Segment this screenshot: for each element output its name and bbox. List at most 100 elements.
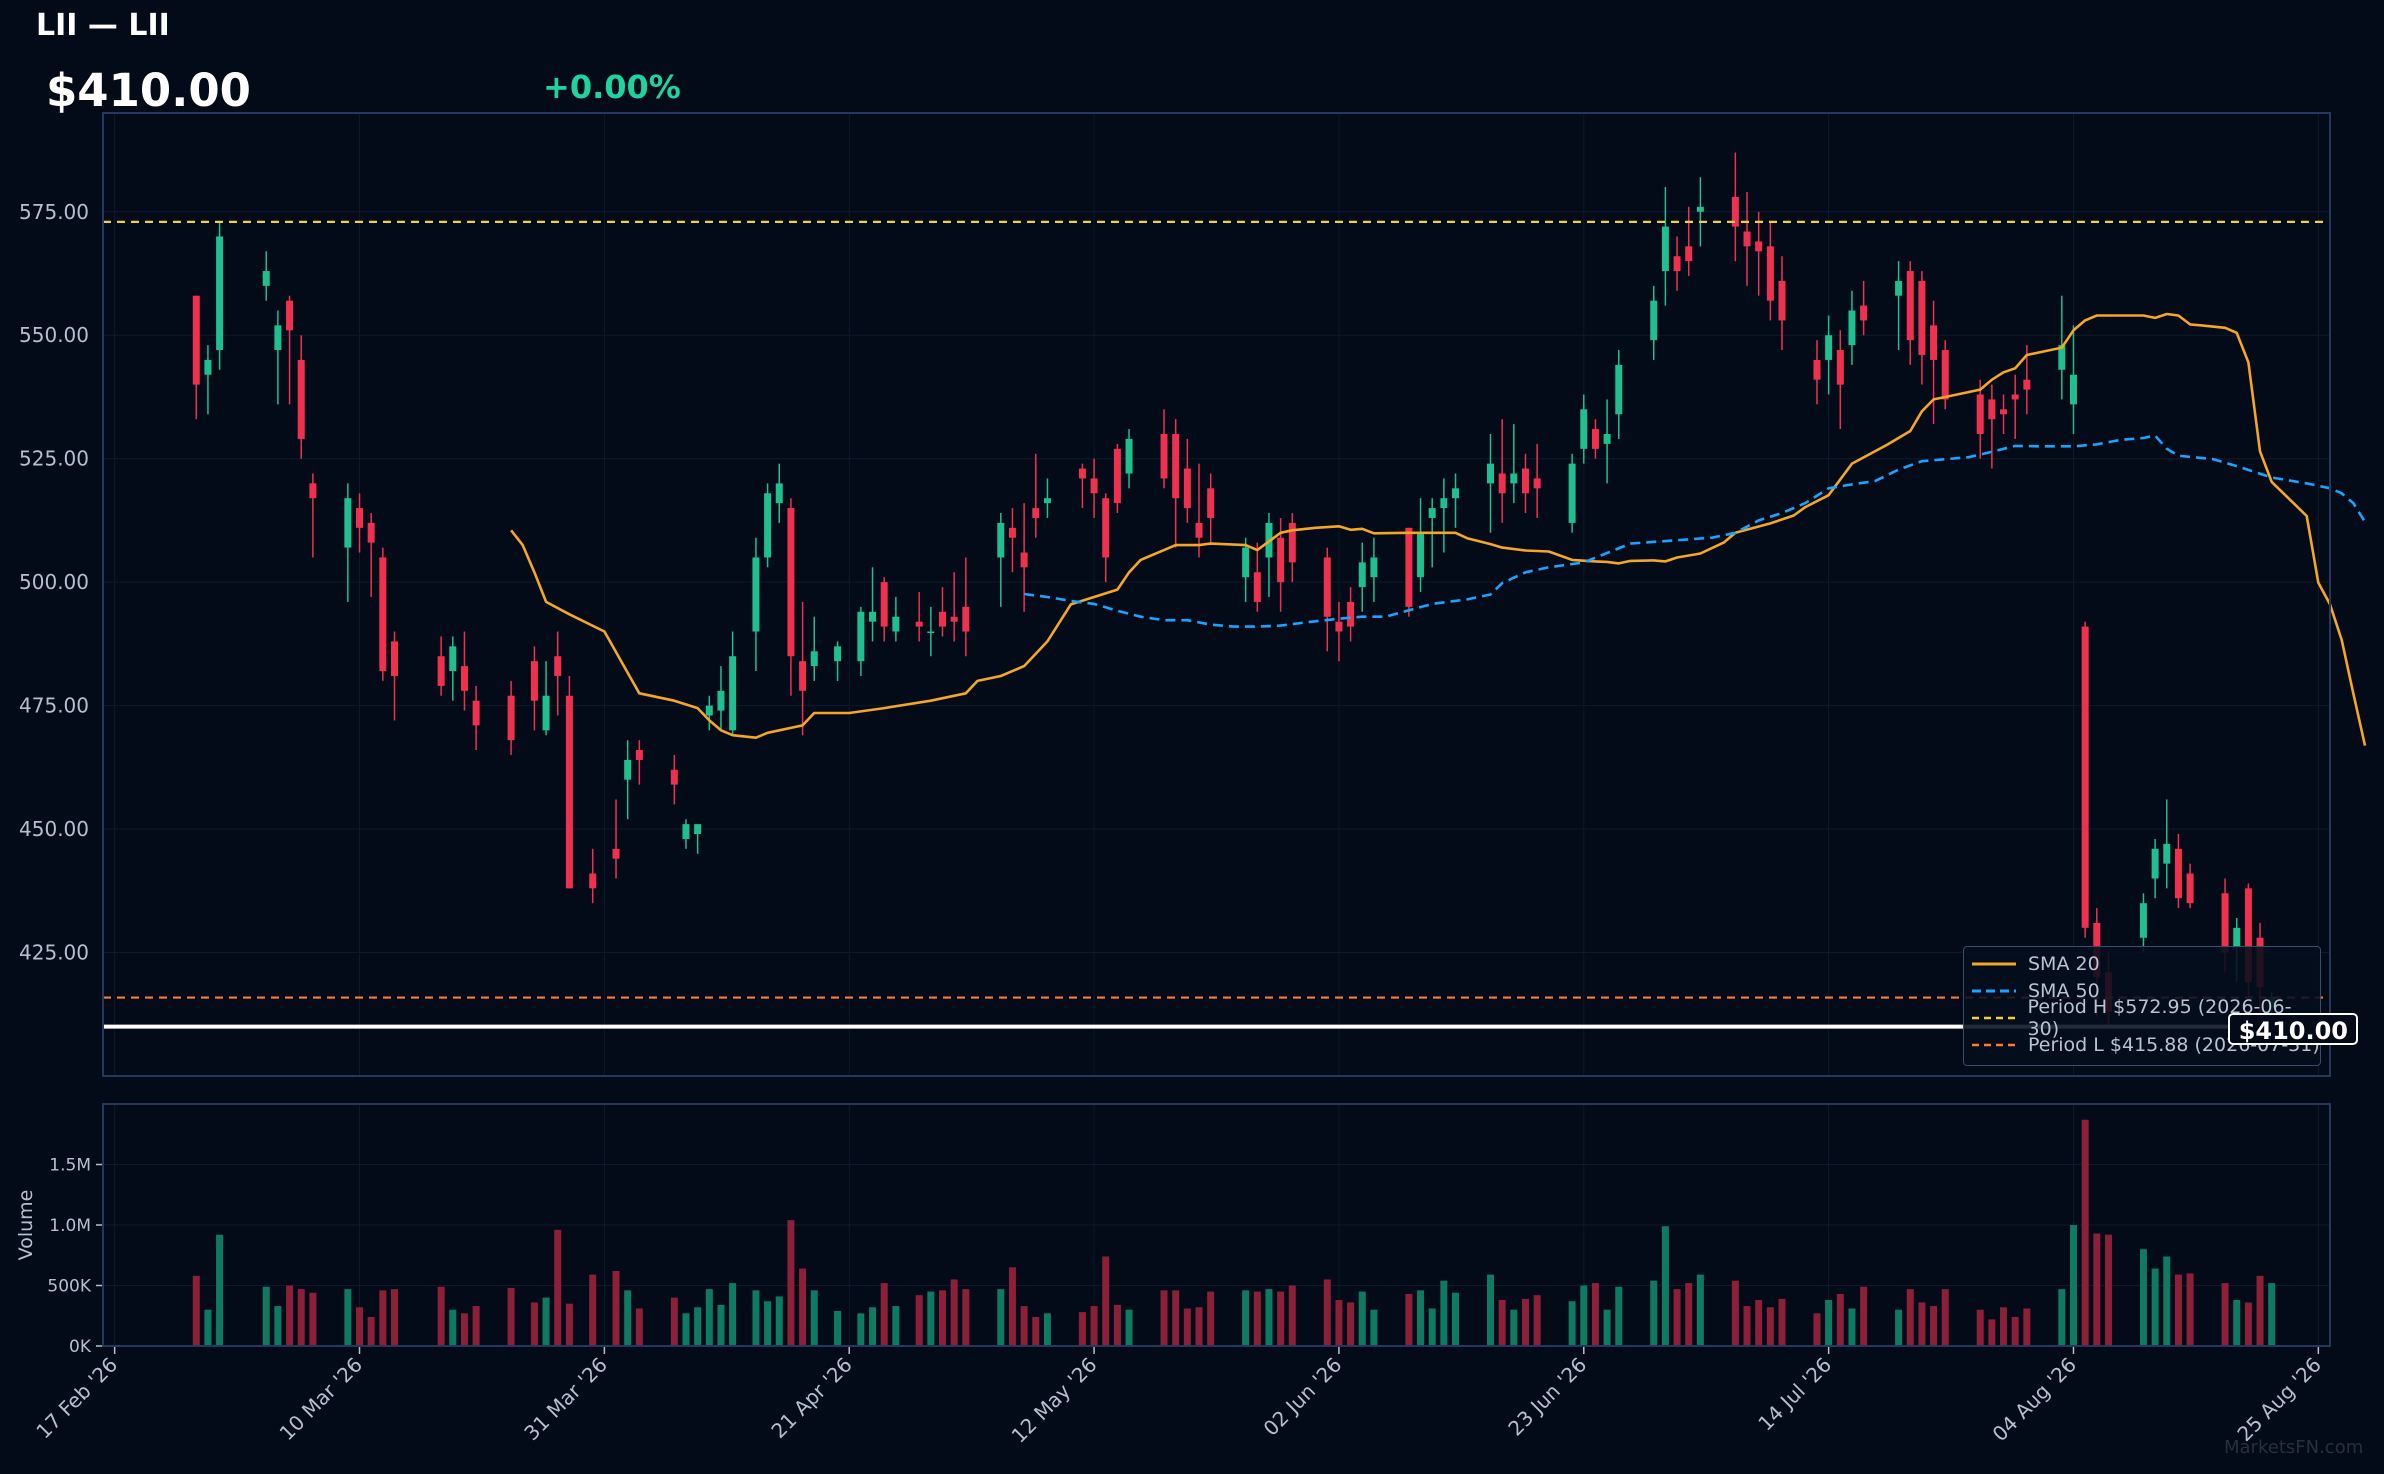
candle-body — [2174, 848, 2182, 899]
candle-body — [1032, 508, 1040, 518]
volume-bar — [1696, 1274, 1704, 1346]
candle-body — [1650, 300, 1658, 341]
volume-tick-label: 0K — [69, 1337, 92, 1357]
candle-body — [554, 656, 562, 676]
volume-bar — [1090, 1306, 1098, 1346]
volume-bar — [530, 1302, 538, 1346]
candle-body — [1370, 557, 1378, 578]
volume-bar — [1195, 1307, 1203, 1346]
volume-bar — [344, 1289, 352, 1346]
volume-bar — [869, 1307, 877, 1346]
legend-swatch-period-low — [1972, 1043, 2016, 1047]
candle-body — [1731, 196, 1739, 227]
legend-swatch-sma50 — [1972, 989, 2016, 993]
volume-bar — [1755, 1300, 1763, 1346]
price-tick-label: 550.00 — [19, 323, 89, 347]
volume-bar — [1661, 1226, 1669, 1346]
candle-body — [1347, 601, 1355, 627]
candle-body — [2151, 848, 2159, 879]
candle-body — [1043, 498, 1051, 504]
volume-bar — [2081, 1119, 2089, 1346]
volume-bar — [192, 1275, 200, 1346]
volume-bar — [1160, 1290, 1168, 1346]
volume-bar — [834, 1310, 842, 1346]
volume-bar — [729, 1283, 737, 1346]
volume-bar — [1930, 1306, 1938, 1346]
candle-body — [834, 646, 842, 662]
candle-body — [449, 646, 457, 672]
candle-body — [1813, 359, 1821, 380]
volume-tick-label: 500K — [47, 1277, 91, 1297]
candle-body — [2186, 873, 2194, 904]
volume-bar — [1335, 1300, 1343, 1346]
price-tick-label: 500.00 — [19, 570, 89, 594]
volume-bar — [892, 1306, 900, 1346]
candle-body — [1323, 557, 1331, 617]
candle-body — [204, 359, 212, 375]
levels — [103, 220, 2330, 1029]
candle-body — [1673, 256, 1681, 272]
price-tick-label: 575.00 — [19, 200, 89, 224]
candle-body — [1020, 552, 1028, 568]
candle-body — [810, 651, 818, 667]
legend-label: SMA 50 — [2028, 980, 2100, 1002]
candle-body — [1591, 429, 1599, 449]
candle-body — [880, 582, 888, 627]
legend-swatch-sma20 — [1972, 962, 2016, 966]
sma-lines — [510, 312, 2367, 746]
candle-body — [2233, 927, 2241, 948]
candle-body — [507, 695, 515, 741]
volume-bar — [1521, 1298, 1529, 1346]
volume-bar — [1265, 1289, 1273, 1346]
candle-body — [472, 700, 480, 726]
candle-body — [1440, 498, 1448, 509]
chart-title: LII — LII — [36, 8, 170, 43]
x-tick-label: 10 Mar '26 — [275, 1353, 368, 1446]
volume-bar — [2058, 1289, 2066, 1346]
volume-bar — [915, 1295, 923, 1346]
candle-body — [962, 606, 970, 632]
candle-body — [1685, 246, 1693, 262]
candle-body — [670, 769, 678, 785]
volume-bar — [1032, 1316, 1040, 1346]
volume-bar — [1895, 1309, 1903, 1346]
candle-body — [938, 611, 946, 627]
volume-bar — [1405, 1293, 1413, 1346]
candle-body — [1078, 468, 1086, 479]
candle-body — [192, 295, 200, 385]
x-tick-label: 31 Mar '26 — [519, 1353, 612, 1446]
volume-bar — [2256, 1275, 2264, 1346]
volume-bar — [1358, 1291, 1366, 1346]
candle-body — [2000, 409, 2008, 415]
candle-body — [2058, 345, 2066, 370]
volume-bar — [1836, 1293, 1844, 1346]
volume-bar — [565, 1303, 573, 1346]
candle-body — [367, 522, 375, 543]
volume-bar — [1650, 1280, 1658, 1346]
price-panel-border — [102, 112, 2331, 1077]
volume-bar — [2186, 1273, 2194, 1346]
candle-body — [1428, 508, 1436, 518]
x-tick-label: 25 Aug '26 — [2232, 1353, 2325, 1446]
volume-axis-label: Volume — [15, 1190, 37, 1261]
candle-body — [1195, 522, 1203, 538]
volume-bar — [764, 1301, 772, 1346]
candle-body — [1825, 335, 1833, 360]
volume-bar — [682, 1313, 690, 1346]
x-tick-label: 23 Jun '26 — [1503, 1353, 1591, 1441]
candle-body — [1253, 572, 1261, 602]
candle-body — [694, 824, 702, 835]
volume-bar — [1976, 1309, 1984, 1346]
candle-body — [787, 508, 795, 657]
candle-body — [682, 824, 690, 839]
candle-body — [2163, 843, 2171, 864]
candle-body — [1615, 364, 1623, 415]
volume-bar — [1370, 1309, 1378, 1346]
x-tick-label: 14 Jul '26 — [1753, 1353, 1836, 1436]
candle-body — [869, 611, 877, 622]
volume-grid — [103, 1104, 2330, 1347]
candle-body — [775, 483, 783, 504]
volume-bar — [2011, 1316, 2019, 1346]
volume-bar — [1323, 1279, 1331, 1346]
volume-bar — [775, 1296, 783, 1346]
